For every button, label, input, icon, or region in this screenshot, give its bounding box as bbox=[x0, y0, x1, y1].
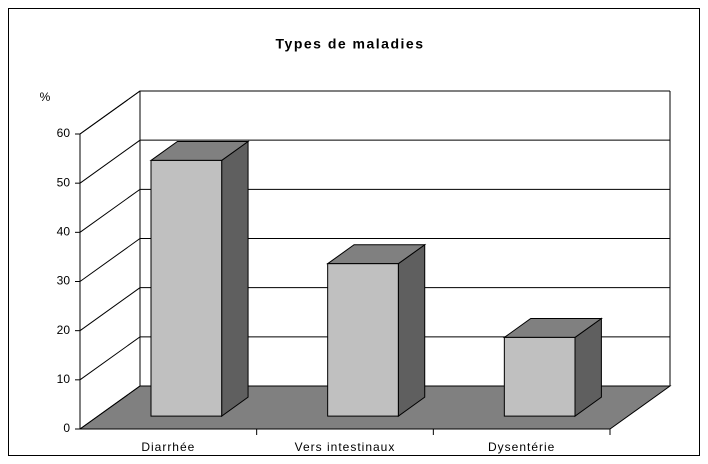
bar bbox=[503, 336, 576, 417]
y-tick-label: 40 bbox=[57, 225, 71, 239]
grid-line bbox=[79, 188, 670, 233]
y-tick-label: 20 bbox=[57, 323, 71, 337]
bar bbox=[327, 263, 399, 417]
bar-side bbox=[221, 140, 249, 418]
grid-line bbox=[79, 385, 670, 430]
y-axis-label: % bbox=[40, 90, 51, 104]
grid-line bbox=[79, 238, 670, 282]
y-tick-label: 30 bbox=[57, 274, 71, 288]
y-tick-label: 10 bbox=[57, 372, 71, 386]
y-tick-label: 50 bbox=[57, 175, 71, 189]
bar-side bbox=[397, 243, 426, 418]
y-tick-label: 0 bbox=[63, 421, 70, 435]
x-tick-label: Diarrhée bbox=[141, 440, 195, 454]
grid-line bbox=[79, 139, 670, 184]
grid-line bbox=[79, 90, 670, 135]
x-tick-label: Dysentérie bbox=[488, 440, 555, 454]
grid-line bbox=[79, 336, 670, 381]
bar bbox=[150, 159, 223, 417]
grid-line bbox=[79, 287, 670, 332]
x-tick-label: Vers intestinaux bbox=[295, 440, 396, 454]
y-tick-label: 60 bbox=[57, 126, 71, 140]
chart-title: Types de maladies bbox=[276, 36, 425, 52]
